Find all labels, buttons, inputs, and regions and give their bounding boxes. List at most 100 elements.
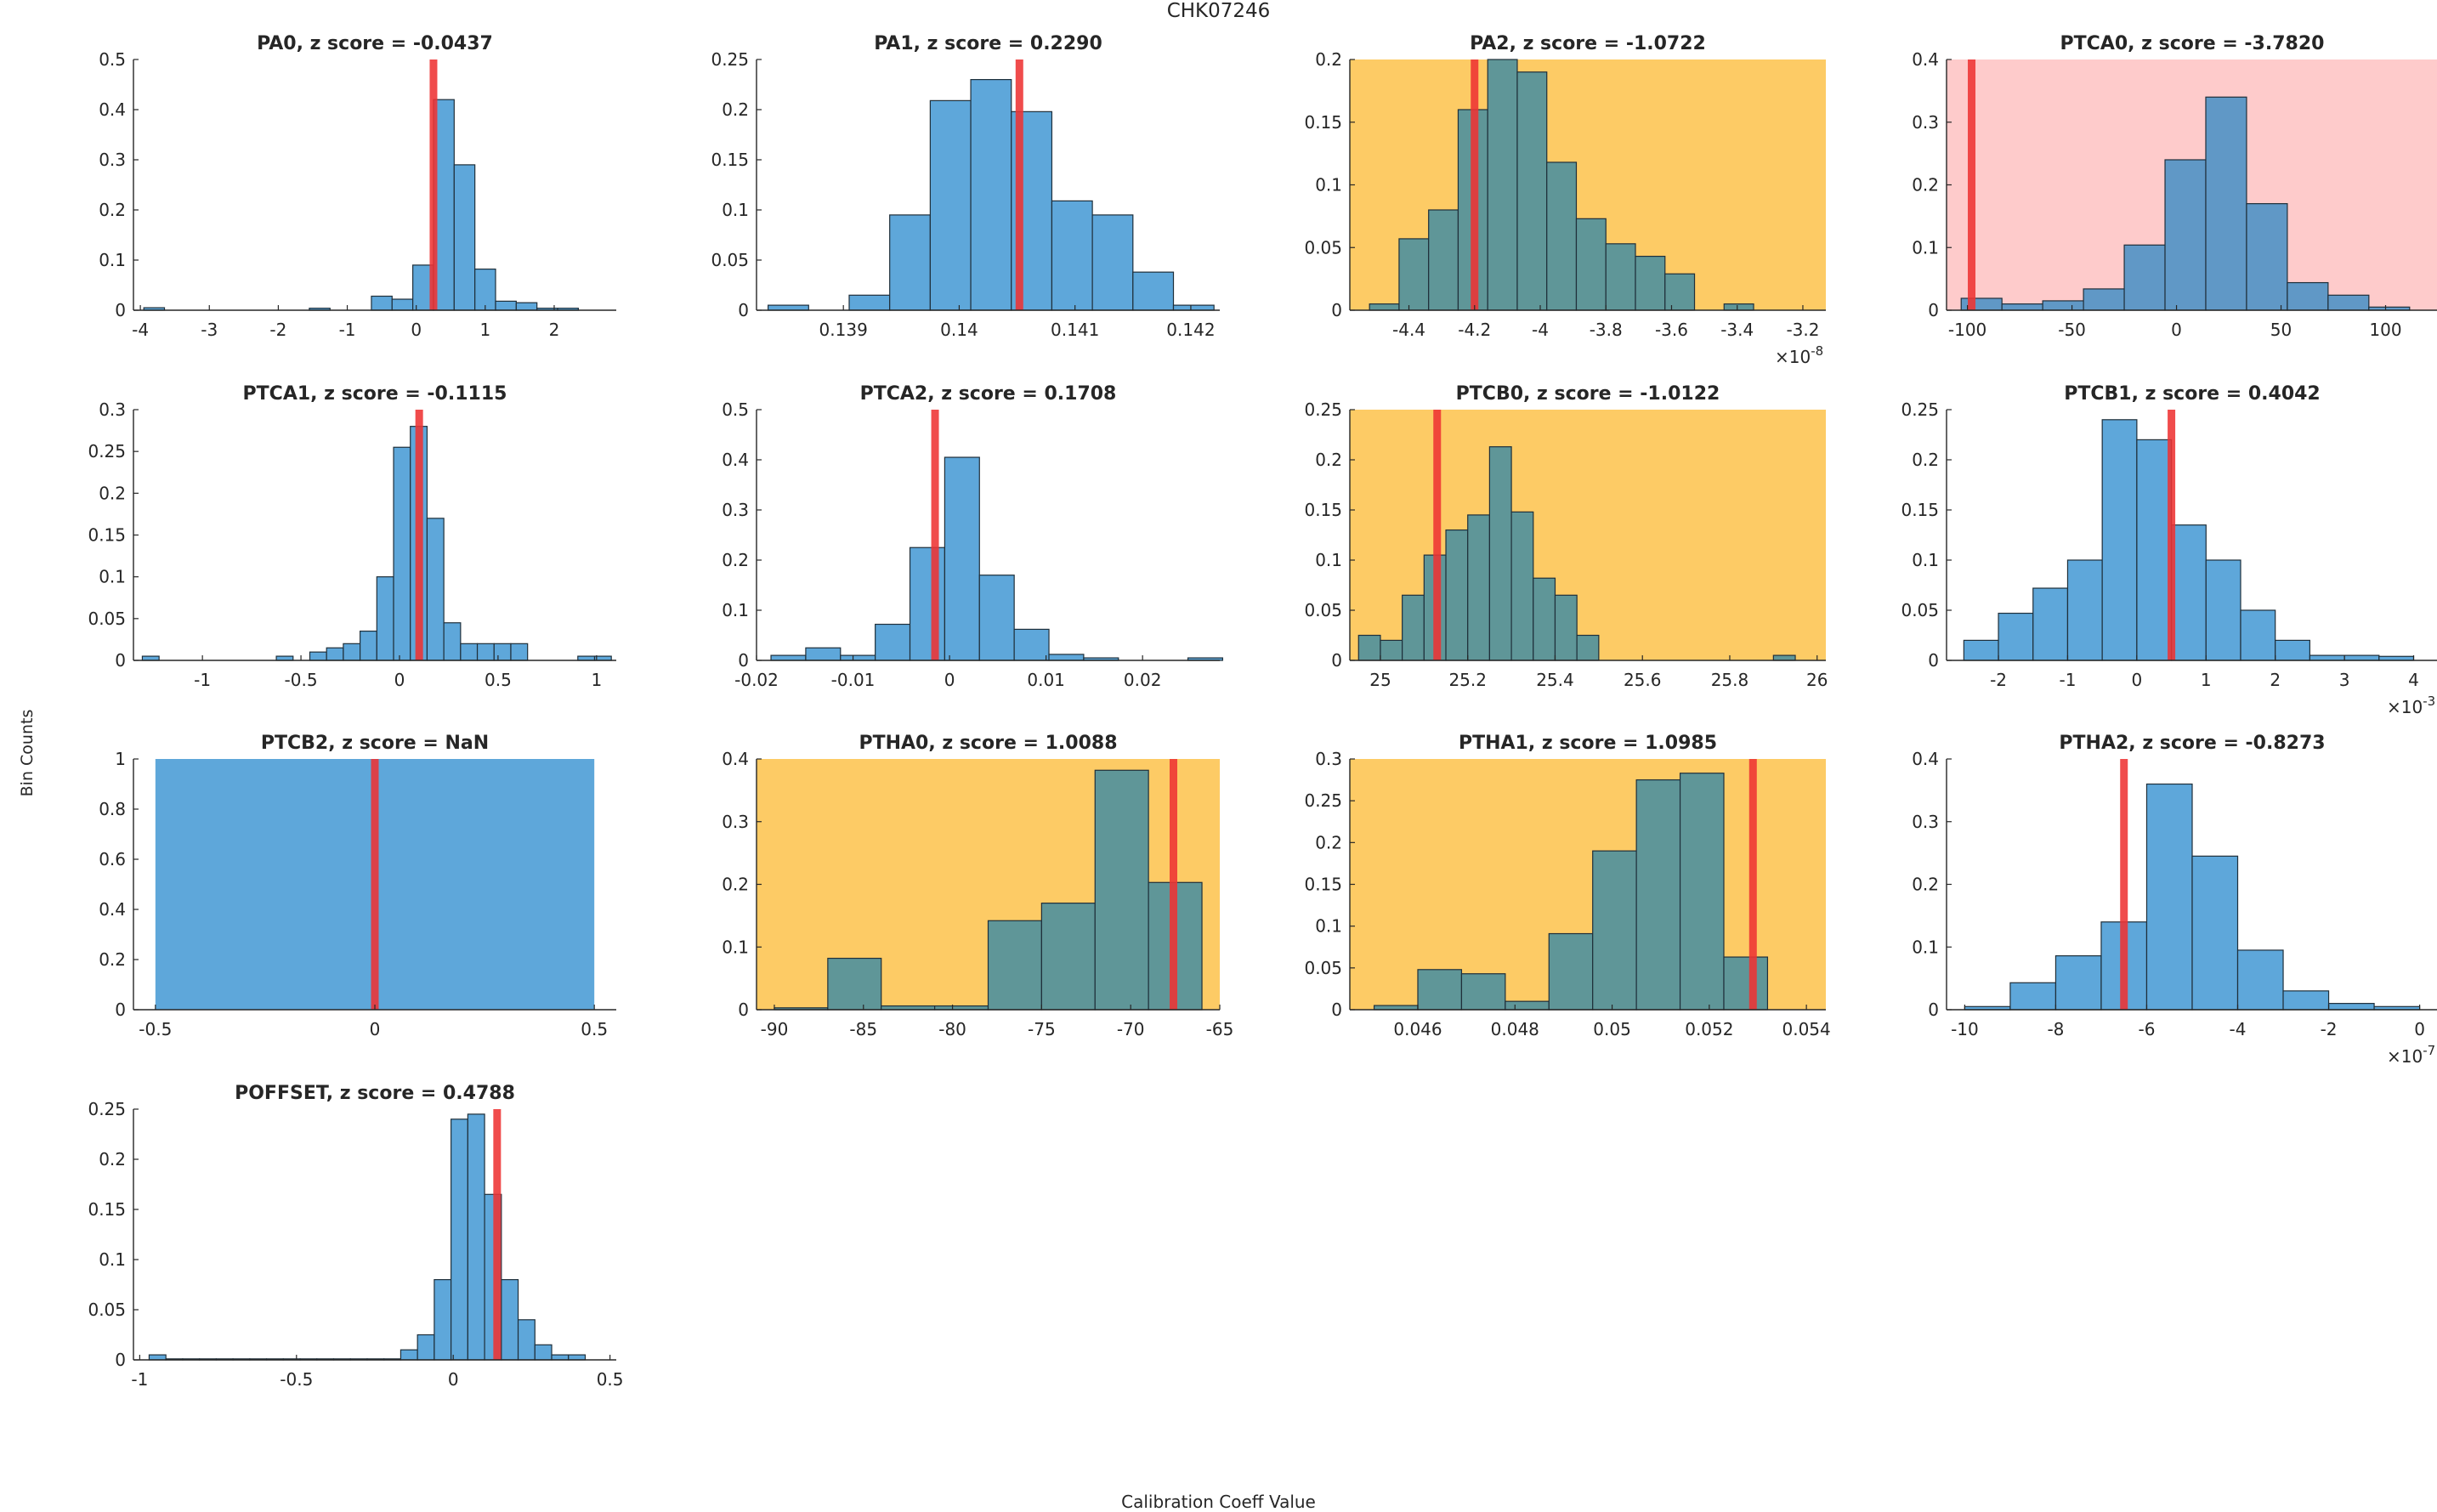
- histogram-bar: [1051, 200, 1093, 311]
- histogram-bar: [443, 622, 462, 661]
- histogram-bar: [1546, 161, 1578, 311]
- subplot-title: PTCB1, z score = 0.4042: [2064, 383, 2321, 405]
- histogram-bar: [141, 655, 160, 661]
- histogram-bar: [987, 920, 1042, 1011]
- subplot-title: PA1, z score = 0.2290: [874, 33, 1102, 54]
- histogram-bar: [501, 1278, 519, 1361]
- y-tick-label: 0.5: [99, 49, 126, 70]
- histogram-bar: [400, 1349, 418, 1361]
- histogram-bar: [376, 576, 394, 661]
- x-tick-label: 50: [2270, 320, 2292, 340]
- y-tick-label: 0.3: [722, 812, 749, 832]
- x-tick-label: 0.054: [1782, 1019, 1831, 1039]
- y-tick-label: 0.25: [88, 441, 126, 462]
- histogram-bar: [148, 1354, 167, 1361]
- subplot-title: PTCA0, z score = -3.7820: [2060, 33, 2325, 54]
- y-tick-label: 0: [115, 1000, 126, 1020]
- axis-multiplier: ×10-8: [1775, 343, 1823, 367]
- x-tick-label: -2: [269, 320, 286, 340]
- x-tick-label: -90: [761, 1019, 789, 1039]
- subplot-title: PTCB2, z score = NaN: [261, 733, 489, 754]
- x-tick-label: 4: [2408, 670, 2419, 690]
- y-tick-label: 0.05: [1304, 600, 1342, 620]
- histogram-bar: [2001, 303, 2043, 311]
- x-tick-label: -3: [201, 320, 218, 340]
- histogram-bar: [1488, 446, 1512, 661]
- histogram-bar: [1445, 529, 1469, 661]
- y-tick-label: 0.1: [722, 937, 749, 957]
- y-tick-label: 0.1: [1912, 550, 1939, 570]
- x-tick-label: 1: [479, 320, 490, 340]
- y-tick-label: 0: [738, 300, 749, 320]
- histogram-bar: [451, 1118, 468, 1361]
- score-marker: [2120, 759, 2128, 1010]
- histogram-bar: [1040, 903, 1096, 1011]
- subplot-title: PTHA2, z score = -0.8273: [2059, 733, 2325, 754]
- histogram-bar: [510, 643, 529, 661]
- histogram-bar: [2378, 655, 2415, 661]
- x-tick-label: 0.142: [1166, 320, 1215, 340]
- histogram-bar: [2240, 609, 2276, 661]
- y-tick-label: 0.25: [1304, 790, 1342, 811]
- histogram-bar: [495, 300, 517, 311]
- y-tick-label: 0.2: [722, 875, 749, 895]
- x-tick-label: 0.05: [1593, 1019, 1631, 1039]
- histogram-bar: [1505, 1000, 1550, 1011]
- histogram-bar: [889, 214, 931, 311]
- x-tick-label: 0.01: [1027, 670, 1065, 690]
- histogram-bar: [2042, 300, 2084, 311]
- x-tick-label: 1: [591, 670, 602, 690]
- histogram-bar: [1533, 577, 1556, 661]
- y-tick-label: 0.4: [99, 99, 126, 120]
- histogram-bar: [1723, 303, 1754, 311]
- x-tick-label: 3: [2339, 670, 2350, 690]
- histogram-bar: [875, 623, 911, 661]
- histogram-bar: [2083, 288, 2125, 311]
- histogram-bar: [2101, 419, 2138, 661]
- histogram-bar: [1679, 773, 1725, 1011]
- histogram-bar: [426, 518, 445, 661]
- histogram-bar: [978, 575, 1015, 661]
- x-tick-label: -0.5: [139, 1019, 172, 1039]
- y-tick-label: 0: [738, 650, 749, 671]
- y-tick-label: 0.5: [722, 399, 749, 420]
- histogram-bar: [1467, 514, 1491, 661]
- subplot-title: PA2, z score = -1.0722: [1470, 33, 1706, 54]
- histogram-bar: [2327, 294, 2370, 311]
- histogram-bar: [1460, 973, 1506, 1011]
- histogram-bar: [2287, 281, 2329, 311]
- y-tick-label: 0: [1928, 300, 1939, 320]
- histogram-bar: [1510, 511, 1534, 661]
- x-tick-label: -0.02: [734, 670, 779, 690]
- x-tick-label: 0.02: [1124, 670, 1162, 690]
- subplot-title: PA0, z score = -0.0437: [257, 33, 493, 54]
- y-tick-label: 0.4: [722, 450, 749, 470]
- histogram-bar: [434, 1278, 452, 1361]
- subplot-title: PTHA1, z score = 1.0985: [1459, 733, 1717, 754]
- histogram-bar: [467, 1113, 485, 1361]
- axis-multiplier: ×10-3: [2387, 694, 2435, 717]
- histogram-bar: [1013, 628, 1050, 661]
- histogram-bar: [551, 1354, 570, 1361]
- score-marker: [931, 410, 939, 660]
- x-tick-label: 0: [944, 670, 955, 690]
- x-tick-label: 0: [448, 1369, 459, 1390]
- histogram-bar: [568, 1354, 587, 1361]
- histogram-bar: [1554, 594, 1578, 661]
- axis-multiplier: ×10-7: [2387, 1043, 2435, 1067]
- histogram-bar: [534, 1344, 553, 1361]
- subplot-title: PTHA0, z score = 1.0088: [859, 733, 1117, 754]
- x-tick-label: 0: [2171, 320, 2182, 340]
- score-marker: [429, 59, 438, 310]
- y-tick-label: 0.25: [711, 49, 749, 70]
- figure-title: CHK07246: [1166, 0, 1271, 22]
- y-tick-label: 0: [1331, 650, 1342, 671]
- x-tick-label: -50: [2058, 320, 2086, 340]
- x-tick-label: 0.141: [1051, 320, 1099, 340]
- histogram-bar: [453, 164, 476, 311]
- score-marker: [1748, 759, 1757, 1010]
- x-tick-label: 0.139: [819, 320, 868, 340]
- x-tick-label: -1: [131, 1369, 148, 1390]
- x-tick-label: -1: [194, 670, 211, 690]
- histogram-bar: [2205, 96, 2247, 311]
